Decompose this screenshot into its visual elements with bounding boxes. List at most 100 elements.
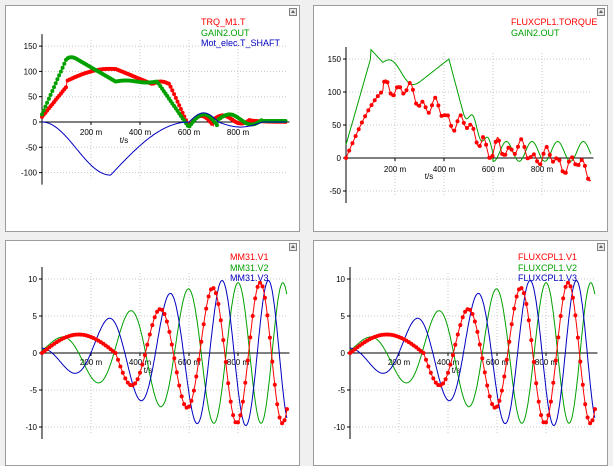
data-point bbox=[236, 420, 240, 425]
data-point bbox=[426, 110, 431, 115]
y-tick-label: -100 bbox=[21, 169, 38, 178]
data-point bbox=[561, 296, 566, 301]
data-point bbox=[164, 319, 169, 324]
data-point bbox=[258, 280, 262, 285]
data-point bbox=[531, 360, 536, 364]
data-point bbox=[167, 329, 172, 334]
data-point bbox=[58, 69, 63, 74]
data-point bbox=[177, 383, 182, 388]
data-point bbox=[509, 147, 514, 152]
x-unit-label: t/s bbox=[144, 366, 152, 375]
data-point bbox=[554, 156, 559, 161]
data-point bbox=[150, 323, 155, 328]
data-point bbox=[477, 144, 482, 148]
data-point bbox=[465, 126, 469, 130]
data-point bbox=[356, 127, 361, 132]
data-point bbox=[474, 140, 479, 145]
data-point bbox=[204, 306, 209, 311]
data-point bbox=[388, 91, 393, 96]
data-point bbox=[209, 121, 214, 126]
x-tick-label: 400 m bbox=[129, 358, 152, 367]
data-point bbox=[48, 92, 53, 97]
data-point bbox=[512, 306, 517, 311]
data-point bbox=[430, 103, 434, 108]
data-point bbox=[272, 382, 277, 387]
data-point bbox=[211, 286, 216, 291]
data-point bbox=[40, 112, 44, 117]
data-point bbox=[436, 103, 441, 108]
plot-panel-torque[interactable]: 150 100 50 0 -50 -100 200 m 400 m 600 m 800 m t/s … bbox=[5, 5, 300, 232]
data-point bbox=[570, 295, 575, 300]
data-point bbox=[168, 84, 173, 89]
plot-panel-flux-torque[interactable]: 150 100 50 0 -50 200 m 400 m 600 m 800 m t/s FLUX… bbox=[313, 5, 608, 232]
data-point bbox=[538, 162, 543, 167]
scroll-up-button[interactable] bbox=[289, 8, 297, 16]
data-point bbox=[421, 351, 426, 355]
data-point bbox=[262, 295, 267, 300]
plot-panel-mm31-voltages[interactable]: 10 5 0 -5 -10 200 m 400 m 600 m 800 m t/s MM31.V1… bbox=[5, 240, 300, 466]
data-point bbox=[375, 94, 380, 99]
data-point bbox=[500, 151, 505, 156]
x-tick-label: 600 m bbox=[482, 165, 505, 174]
data-point bbox=[544, 145, 549, 149]
data-point bbox=[560, 169, 565, 174]
data-point bbox=[285, 407, 289, 412]
data-point bbox=[231, 413, 236, 418]
data-point bbox=[448, 362, 453, 367]
data-point bbox=[221, 338, 226, 343]
legend-entry: MM31.V1 bbox=[230, 252, 269, 262]
legend-entry: FLUXCPL1.V1 bbox=[518, 252, 578, 262]
data-point bbox=[573, 313, 578, 318]
data-point bbox=[417, 103, 422, 108]
x-tick-label: 800 m bbox=[227, 358, 250, 367]
data-point bbox=[228, 399, 233, 404]
x-tick-label: 600 m bbox=[178, 358, 201, 367]
data-point bbox=[270, 359, 275, 364]
plot-area[interactable]: 150 100 50 0 -50 200 m 400 m 600 m 800 m t/s bbox=[314, 6, 608, 232]
data-point bbox=[155, 309, 160, 314]
series-line bbox=[345, 48, 592, 162]
y-tick-label: 150 bbox=[328, 55, 342, 64]
data-point bbox=[260, 284, 265, 289]
data-point bbox=[166, 81, 171, 86]
data-point bbox=[536, 399, 541, 404]
data-point bbox=[253, 296, 258, 301]
data-point bbox=[553, 358, 558, 363]
data-point bbox=[593, 407, 597, 412]
data-point bbox=[50, 89, 55, 93]
data-point bbox=[522, 145, 527, 149]
data-point bbox=[142, 353, 147, 358]
data-point bbox=[539, 413, 544, 418]
plot-panel-fluxcpl1-voltages[interactable]: 10 5 0 -5 -10 200 m 400 m 600 m 800 m t/s FLUXCPL… bbox=[313, 240, 608, 466]
data-point bbox=[439, 113, 444, 118]
data-point bbox=[468, 122, 473, 127]
data-point bbox=[499, 388, 504, 393]
y-tick-label: 5 bbox=[341, 312, 346, 321]
y-tick-label: 0 bbox=[337, 154, 342, 163]
y-tick-label: -50 bbox=[329, 187, 341, 196]
data-point bbox=[353, 134, 358, 139]
data-point bbox=[162, 312, 167, 316]
scroll-up-button[interactable] bbox=[597, 8, 605, 16]
data-point bbox=[177, 103, 182, 108]
data-point bbox=[382, 79, 387, 84]
data-point bbox=[395, 85, 399, 90]
data-point bbox=[267, 335, 272, 340]
plot-area[interactable]: 10 5 0 -5 -10 200 m 400 m 600 m 800 m t/s bbox=[6, 241, 300, 466]
data-point bbox=[580, 382, 585, 387]
data-point bbox=[453, 342, 458, 347]
data-point bbox=[480, 356, 485, 361]
data-point bbox=[566, 280, 570, 285]
data-point bbox=[214, 123, 219, 128]
data-point bbox=[490, 402, 495, 407]
scroll-up-button[interactable] bbox=[289, 243, 297, 251]
data-point bbox=[556, 335, 561, 340]
scroll-up-button[interactable] bbox=[597, 243, 605, 251]
data-point bbox=[379, 90, 383, 95]
plot-area[interactable]: 10 5 0 -5 -10 200 m 400 m 600 m 800 m t/s bbox=[314, 241, 608, 466]
data-point bbox=[175, 99, 180, 104]
x-tick-label: 800 m bbox=[227, 128, 250, 137]
plot-area[interactable]: 150 100 50 0 -50 -100 200 m 400 m 600 m 800 m t/s bbox=[6, 6, 300, 232]
legend-entry: MM31.V2 bbox=[230, 262, 269, 273]
data-point bbox=[573, 162, 578, 167]
